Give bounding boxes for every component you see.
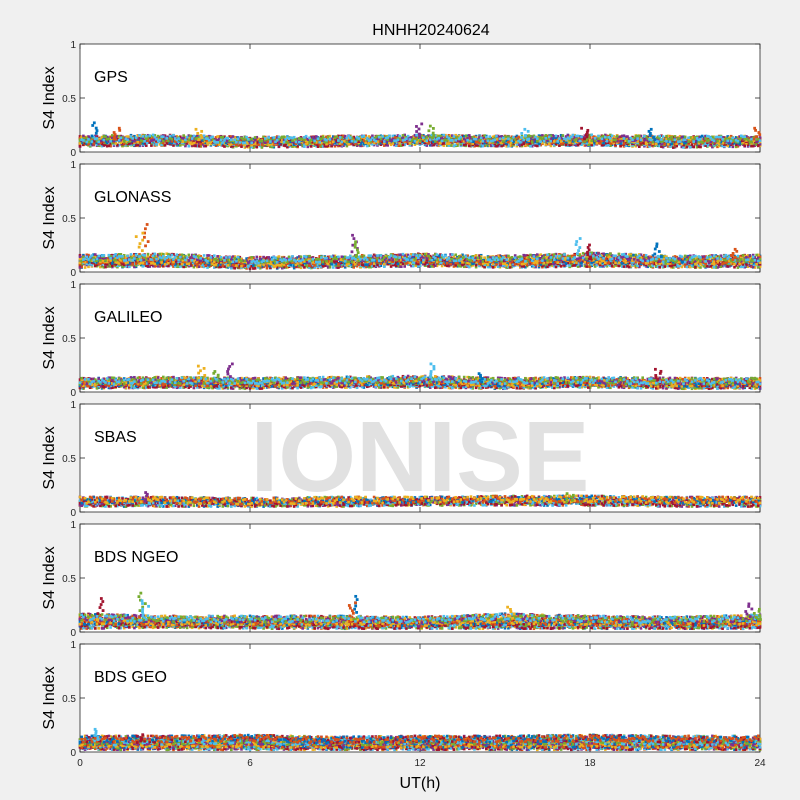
scatter-point: [171, 138, 174, 141]
scatter-point: [218, 143, 221, 146]
scatter-point: [567, 134, 570, 137]
scatter-point: [672, 146, 675, 149]
scatter-point: [172, 144, 175, 147]
y-tick-label: 0: [70, 148, 76, 159]
scatter-point: [188, 145, 191, 148]
scatter-point: [757, 144, 760, 147]
scatter-point: [522, 142, 525, 145]
scatter-point: [655, 143, 658, 146]
scatter-point: [157, 135, 160, 138]
figure-title: HNHH20240624: [372, 22, 490, 39]
scatter-point: [619, 140, 622, 143]
scatter-point: [254, 138, 257, 141]
scatter-point: [257, 143, 260, 146]
scatter-point: [366, 145, 369, 148]
scatter-point: [699, 146, 702, 149]
scatter-point: [548, 142, 551, 145]
scatter-point: [310, 145, 313, 148]
scatter-point: [660, 145, 663, 148]
scatter-point: [256, 146, 259, 149]
scatter-point: [560, 140, 563, 143]
scatter-point: [179, 144, 182, 147]
system-label: GPS: [94, 69, 128, 86]
scatter-point: [701, 135, 704, 138]
scatter-point: [409, 142, 412, 145]
scatter-point: [194, 145, 197, 148]
scatter-point: [623, 142, 626, 145]
scatter-point: [162, 140, 165, 143]
scatter-point: [205, 145, 208, 148]
scatter-point: [596, 142, 599, 145]
scatter-point: [133, 140, 136, 143]
scatter-point: [599, 142, 602, 145]
scatter-point: [402, 144, 405, 147]
scatter-point: [315, 135, 318, 138]
scatter-point: [743, 144, 746, 147]
scatter-point: [392, 142, 395, 145]
scatter-point: [689, 146, 692, 149]
scatter-point: [307, 146, 310, 149]
panel-gps: 0 0.5 1 S4 Index GPS: [41, 40, 761, 159]
y-axis-label: S4 Index: [41, 66, 58, 129]
scatter-point: [371, 135, 374, 138]
scatter-point: [150, 144, 153, 147]
scatter-point: [553, 140, 556, 143]
scatter-point: [261, 143, 264, 146]
scatter-point: [681, 143, 684, 146]
scatter-point: [223, 145, 226, 148]
scatter-point: [692, 146, 695, 149]
y-tick-label: 0.5: [62, 94, 76, 105]
scatter-point: [682, 146, 685, 149]
scatter-point: [165, 142, 168, 145]
scatter-point: [439, 142, 442, 145]
scatter-point: [752, 145, 755, 148]
scatter-point: [82, 135, 85, 138]
scatter-point: [167, 140, 170, 143]
scatter-point: [264, 141, 267, 144]
scatter-point: [602, 142, 605, 145]
scatter-point: [79, 142, 82, 145]
scatter-point: [529, 145, 532, 148]
scatter-point: [507, 141, 510, 144]
scatter-point: [388, 142, 391, 145]
scatter-point: [448, 142, 451, 145]
y-tick-label: 1: [70, 40, 76, 51]
scatter-point: [664, 143, 667, 146]
scatter-point: [398, 142, 401, 145]
scatter-point: [638, 145, 641, 148]
scatter-point: [626, 135, 629, 138]
scatter-point: [686, 146, 689, 149]
scatter-point: [232, 135, 235, 138]
scatter-point: [235, 143, 238, 146]
scatter-point: [565, 143, 568, 146]
scatter-point: [443, 142, 446, 145]
scatter-point: [536, 145, 539, 148]
scatter-point: [104, 135, 107, 138]
scatter-point: [363, 140, 366, 143]
scatter-point: [79, 145, 82, 148]
scatter-point: [667, 143, 670, 146]
scatter-point: [681, 136, 684, 139]
scatter-point: [332, 141, 335, 144]
scatter-point: [108, 138, 111, 141]
scatter-point: [568, 141, 571, 144]
scatter-point: [137, 141, 140, 144]
scatter-point: [216, 135, 219, 138]
scatter-point: [468, 145, 471, 148]
